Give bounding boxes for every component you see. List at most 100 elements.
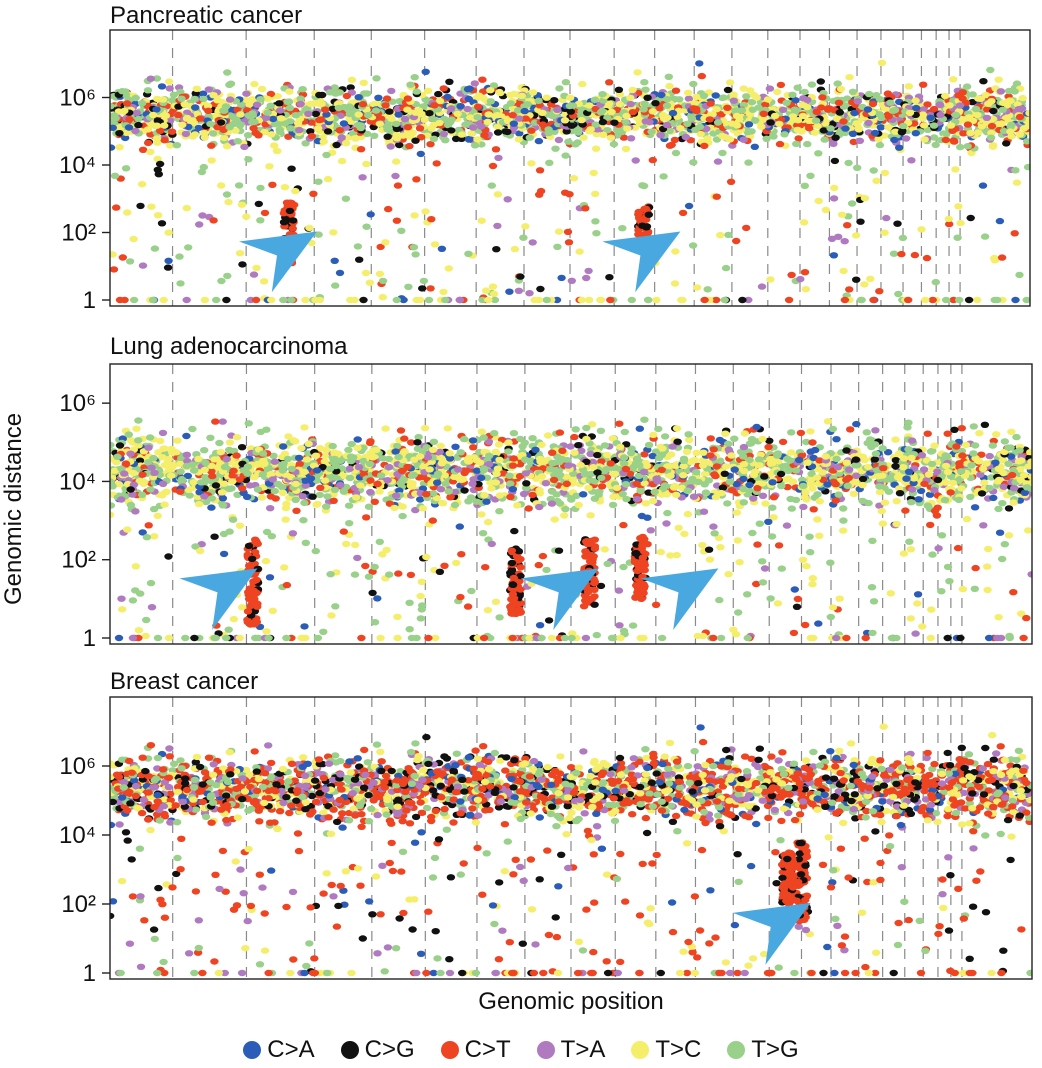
mutation-point (784, 296, 794, 304)
mutation-point (835, 109, 844, 116)
mutation-point (285, 207, 295, 215)
mutation-point (718, 484, 728, 491)
mutation-point (199, 163, 208, 171)
mutation-point (323, 128, 333, 135)
mutation-point (406, 81, 415, 88)
mutation-point (830, 184, 839, 192)
mutation-point (887, 472, 896, 479)
mutation-point (640, 100, 649, 107)
mutation-point (919, 106, 928, 113)
mutation-point (875, 141, 885, 149)
mutation-point (1015, 271, 1024, 279)
mutation-point (354, 464, 364, 471)
mutation-point (362, 514, 371, 521)
mutation-point (201, 474, 210, 481)
mutation-point (129, 296, 139, 304)
mutation-point (188, 425, 197, 433)
mutation-point (609, 140, 619, 148)
mutation-point (160, 137, 169, 144)
mutation-point (871, 427, 880, 434)
mutation-point (350, 135, 360, 142)
mutation-point (525, 290, 534, 297)
mutation-point (856, 218, 865, 225)
mutation-point (206, 434, 215, 441)
mutation-point (174, 111, 183, 119)
mutation-point (724, 440, 733, 447)
mutation-point (641, 86, 650, 93)
mutation-point (204, 86, 213, 93)
mutation-point (853, 164, 862, 171)
mutation-point (931, 141, 940, 149)
mutation-point (134, 417, 143, 424)
mutation-point (895, 144, 904, 151)
mutation-point (273, 93, 282, 100)
mutation-point (907, 437, 917, 444)
mutation-point (797, 128, 806, 135)
mutation-point (486, 87, 495, 94)
mutation-point (185, 492, 194, 499)
mutation-point (598, 91, 607, 98)
mutation-point (131, 508, 140, 515)
mutation-point (787, 271, 796, 279)
mutation-point (237, 201, 247, 208)
mutation-point (626, 100, 635, 108)
mutation-point (491, 146, 501, 153)
mutation-point (393, 442, 402, 450)
mutation-point (206, 120, 215, 128)
mutation-point (638, 222, 647, 229)
mutation-point (314, 231, 323, 238)
mutation-point (399, 296, 408, 304)
mutation-point (363, 90, 372, 97)
mutation-point (839, 505, 848, 512)
mutation-point (242, 213, 251, 220)
mutation-point (121, 134, 130, 142)
mutation-point (225, 96, 235, 103)
mutation-point (182, 432, 191, 440)
mutation-point (884, 113, 893, 120)
mutation-point (416, 496, 425, 503)
mutation-point (447, 127, 456, 134)
mutation-point (184, 244, 193, 251)
mutation-point (198, 90, 208, 97)
mutation-point (577, 116, 586, 124)
mutation-point (945, 220, 954, 228)
mutation-point (174, 103, 183, 110)
mutation-point (480, 131, 489, 139)
mutation-point (153, 212, 163, 219)
mutation-point (509, 120, 518, 127)
mutation-point (520, 107, 529, 115)
mutation-point (655, 105, 664, 112)
mutation-point (322, 111, 331, 118)
mutation-point (640, 79, 649, 86)
mutation-point (225, 81, 234, 89)
mutation-point (566, 443, 575, 450)
mutation-point (270, 121, 280, 128)
mutation-point (910, 120, 919, 127)
y-tick-label: 10⁶ (59, 85, 96, 112)
mutation-point (742, 93, 751, 100)
mutation-point (542, 94, 551, 101)
mutation-point (489, 82, 499, 89)
mutation-point (579, 134, 588, 141)
mutation-point (419, 277, 429, 285)
mutation-point (980, 421, 990, 428)
mutation-point (738, 296, 747, 304)
mutation-point (904, 83, 913, 90)
mutation-point (317, 100, 326, 108)
mutation-point (750, 143, 759, 150)
mutation-point (628, 86, 637, 94)
mutation-point (712, 193, 721, 200)
mutation-point (702, 125, 711, 133)
mutation-point (365, 279, 375, 286)
mutation-point (814, 150, 823, 157)
mutation-point (608, 435, 617, 442)
mutation-point (996, 88, 1006, 95)
mutation-point (161, 112, 171, 119)
mutation-point (821, 206, 831, 214)
mutation-point (350, 296, 359, 304)
mutation-point (280, 184, 290, 191)
mutation-point (798, 112, 808, 120)
mutation-point (138, 262, 148, 269)
mutation-point (447, 116, 456, 123)
mutation-point (800, 269, 810, 276)
